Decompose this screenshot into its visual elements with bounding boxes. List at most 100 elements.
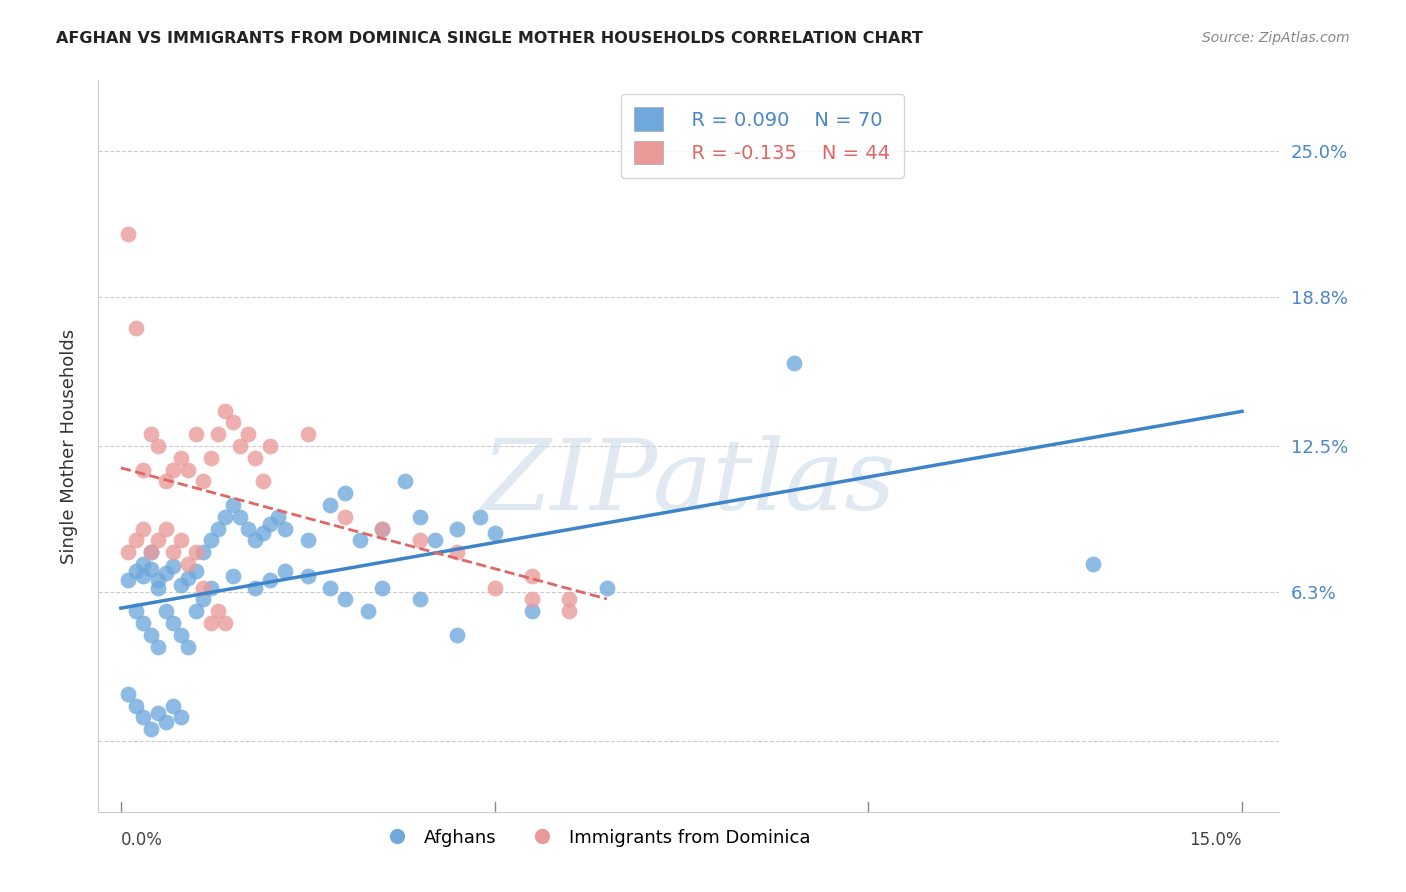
Point	[259, 574, 281, 588]
Point	[409, 592, 432, 607]
Point	[394, 475, 416, 489]
Point	[222, 416, 245, 430]
Text: 15.0%: 15.0%	[1189, 830, 1241, 848]
Point	[148, 706, 170, 720]
Point	[155, 604, 177, 618]
Point	[162, 559, 184, 574]
Point	[117, 687, 139, 701]
Point	[222, 498, 245, 512]
Point	[169, 578, 191, 592]
Point	[267, 509, 290, 524]
Text: 0.0%: 0.0%	[121, 830, 163, 848]
Point	[177, 557, 200, 571]
Point	[229, 439, 252, 453]
Point	[245, 581, 267, 595]
Point	[139, 722, 162, 736]
Point	[558, 604, 581, 618]
Point	[333, 486, 356, 500]
Point	[132, 462, 155, 476]
Point	[177, 571, 200, 585]
Point	[333, 592, 356, 607]
Point	[169, 628, 191, 642]
Point	[468, 509, 491, 524]
Point	[214, 403, 236, 417]
Point	[117, 227, 139, 241]
Point	[214, 615, 236, 630]
Point	[155, 566, 177, 581]
Point	[446, 545, 468, 559]
Text: Single Mother Households: Single Mother Households	[60, 328, 77, 564]
Point	[252, 475, 274, 489]
Point	[222, 568, 245, 582]
Point	[782, 356, 804, 370]
Point	[155, 714, 177, 729]
Point	[333, 509, 356, 524]
Point	[297, 427, 319, 442]
Point	[423, 533, 446, 548]
Point	[558, 592, 581, 607]
Point	[139, 562, 162, 576]
Point	[125, 533, 148, 548]
Point	[319, 498, 342, 512]
Point	[349, 533, 371, 548]
Point	[139, 628, 162, 642]
Point	[207, 604, 229, 618]
Point	[132, 568, 155, 582]
Point	[125, 698, 148, 713]
Point	[259, 516, 281, 531]
Point	[125, 321, 148, 335]
Text: AFGHAN VS IMMIGRANTS FROM DOMINICA SINGLE MOTHER HOUSEHOLDS CORRELATION CHART: AFGHAN VS IMMIGRANTS FROM DOMINICA SINGL…	[56, 31, 924, 46]
Point	[520, 568, 543, 582]
Point	[356, 604, 378, 618]
Point	[125, 604, 148, 618]
Point	[139, 427, 162, 442]
Point	[177, 640, 200, 654]
Point	[125, 564, 148, 578]
Point	[371, 522, 394, 536]
Point	[245, 533, 267, 548]
Point	[245, 450, 267, 465]
Point	[132, 710, 155, 724]
Legend: Afghans, Immigrants from Dominica: Afghans, Immigrants from Dominica	[371, 822, 817, 854]
Point	[191, 475, 214, 489]
Point	[132, 522, 155, 536]
Point	[148, 574, 170, 588]
Point	[148, 581, 170, 595]
Point	[139, 545, 162, 559]
Point	[148, 439, 170, 453]
Point	[1081, 557, 1104, 571]
Point	[200, 615, 222, 630]
Point	[184, 545, 207, 559]
Point	[184, 564, 207, 578]
Point	[596, 581, 619, 595]
Point	[319, 581, 342, 595]
Point	[259, 439, 281, 453]
Point	[148, 533, 170, 548]
Point	[200, 533, 222, 548]
Text: Source: ZipAtlas.com: Source: ZipAtlas.com	[1202, 31, 1350, 45]
Point	[484, 581, 506, 595]
Text: ZIPatlas: ZIPatlas	[482, 435, 896, 530]
Point	[236, 427, 259, 442]
Point	[191, 581, 214, 595]
Point	[117, 545, 139, 559]
Point	[200, 581, 222, 595]
Point	[236, 522, 259, 536]
Point	[162, 698, 184, 713]
Point	[446, 522, 468, 536]
Point	[191, 592, 214, 607]
Point	[184, 604, 207, 618]
Point	[371, 581, 394, 595]
Point	[297, 568, 319, 582]
Point	[162, 615, 184, 630]
Point	[169, 710, 191, 724]
Point	[162, 462, 184, 476]
Point	[155, 522, 177, 536]
Point	[169, 533, 191, 548]
Point	[177, 462, 200, 476]
Point	[409, 533, 432, 548]
Point	[409, 509, 432, 524]
Point	[520, 604, 543, 618]
Point	[200, 450, 222, 465]
Point	[169, 450, 191, 465]
